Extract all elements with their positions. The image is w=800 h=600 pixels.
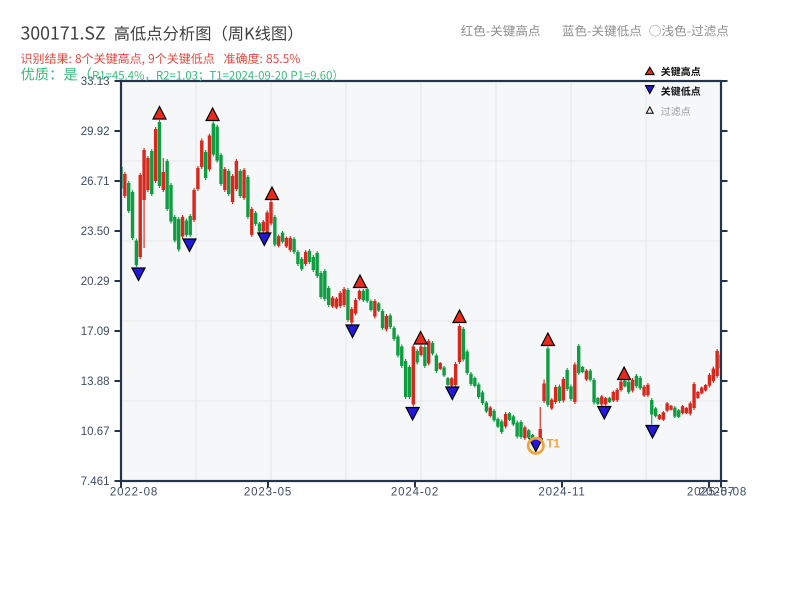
svg-text:33.13: 33.13 xyxy=(81,76,110,88)
svg-text:26.71: 26.71 xyxy=(81,176,110,188)
svg-text:7.461: 7.461 xyxy=(81,476,110,488)
svg-text:2025-07: 2025-07 xyxy=(687,487,735,499)
svg-text:2025-08: 2025-08 xyxy=(699,487,747,499)
svg-text:2022-08: 2022-08 xyxy=(110,487,158,499)
svg-text:23.50: 23.50 xyxy=(81,226,110,238)
svg-text:20.29: 20.29 xyxy=(81,276,110,288)
svg-text:29.92: 29.92 xyxy=(81,126,110,138)
svg-text:T1: T1 xyxy=(547,439,561,451)
svg-text:2023-05: 2023-05 xyxy=(244,487,292,499)
svg-text:17.09: 17.09 xyxy=(81,326,110,338)
svg-text:10.67: 10.67 xyxy=(81,426,110,438)
svg-text:13.88: 13.88 xyxy=(81,376,110,388)
svg-text:2024-11: 2024-11 xyxy=(538,487,585,499)
svg-text:2024-02: 2024-02 xyxy=(391,487,439,499)
